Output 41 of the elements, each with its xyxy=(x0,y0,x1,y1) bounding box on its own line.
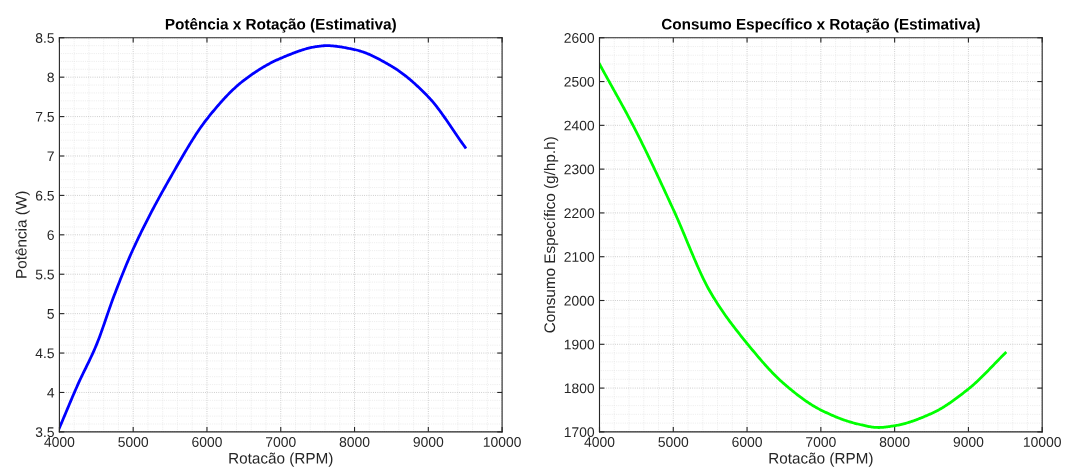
y-tick-label: 1700 xyxy=(564,427,595,438)
y-tick-label: 7 xyxy=(47,151,54,162)
x-tick-label: 10000 xyxy=(1023,437,1061,447)
y-tick-label: 5.5 xyxy=(35,269,54,280)
y-tick-label: 5 xyxy=(47,309,54,319)
x-tick-label: 8000 xyxy=(879,437,910,447)
chart-title: Consumo Específico x Rotação (Estimativa) xyxy=(661,18,980,33)
y-tick-label: 2600 xyxy=(564,33,595,43)
x-tick-label: 4000 xyxy=(44,437,75,447)
x-tick-label: 9000 xyxy=(413,437,444,447)
x-tick-label: 7000 xyxy=(806,437,836,447)
y-tick-label: 6.5 xyxy=(35,190,54,201)
y-tick-label: 4 xyxy=(47,387,55,398)
y-axis-title: Potência (W) xyxy=(15,191,30,278)
y-tick-label: 1900 xyxy=(564,339,595,350)
y-tick-label: 8 xyxy=(47,72,54,83)
y-tick-label: 2000 xyxy=(564,295,595,306)
x-axis-title: Rotacão (RPM) xyxy=(229,452,333,467)
y-tick-label: 2100 xyxy=(564,252,595,262)
chart-title: Potência x Rotação (Estimativa) xyxy=(165,18,396,33)
x-tick-label: 6000 xyxy=(732,437,762,447)
x-tick-label: 4000 xyxy=(584,437,615,447)
y-axis-title: Consumo Específico (g/hp.h) xyxy=(543,137,559,333)
x-tick-label: 8000 xyxy=(339,437,370,447)
x-tick-label: 9000 xyxy=(953,437,984,447)
y-tick-label: 1800 xyxy=(564,383,595,394)
y-tick-label: 2500 xyxy=(564,76,595,87)
y-tick-label: 3.5 xyxy=(35,427,54,438)
y-tick-label: 4.5 xyxy=(35,348,54,359)
x-tick-label: 10000 xyxy=(483,437,521,447)
x-tick-label: 7000 xyxy=(266,437,296,447)
y-tick-label: 7.5 xyxy=(35,112,54,122)
x-tick-label: 5000 xyxy=(658,437,689,447)
y-tick-label: 2300 xyxy=(564,164,595,175)
y-tick-label: 2200 xyxy=(564,208,595,219)
y-tick-label: 8.5 xyxy=(35,33,54,43)
y-tick-label: 6 xyxy=(47,230,54,240)
y-tick-label: 2400 xyxy=(564,120,595,131)
x-tick-label: 6000 xyxy=(192,437,222,447)
x-tick-label: 5000 xyxy=(118,437,149,447)
x-axis-title: Rotacão (RPM) xyxy=(769,452,873,467)
